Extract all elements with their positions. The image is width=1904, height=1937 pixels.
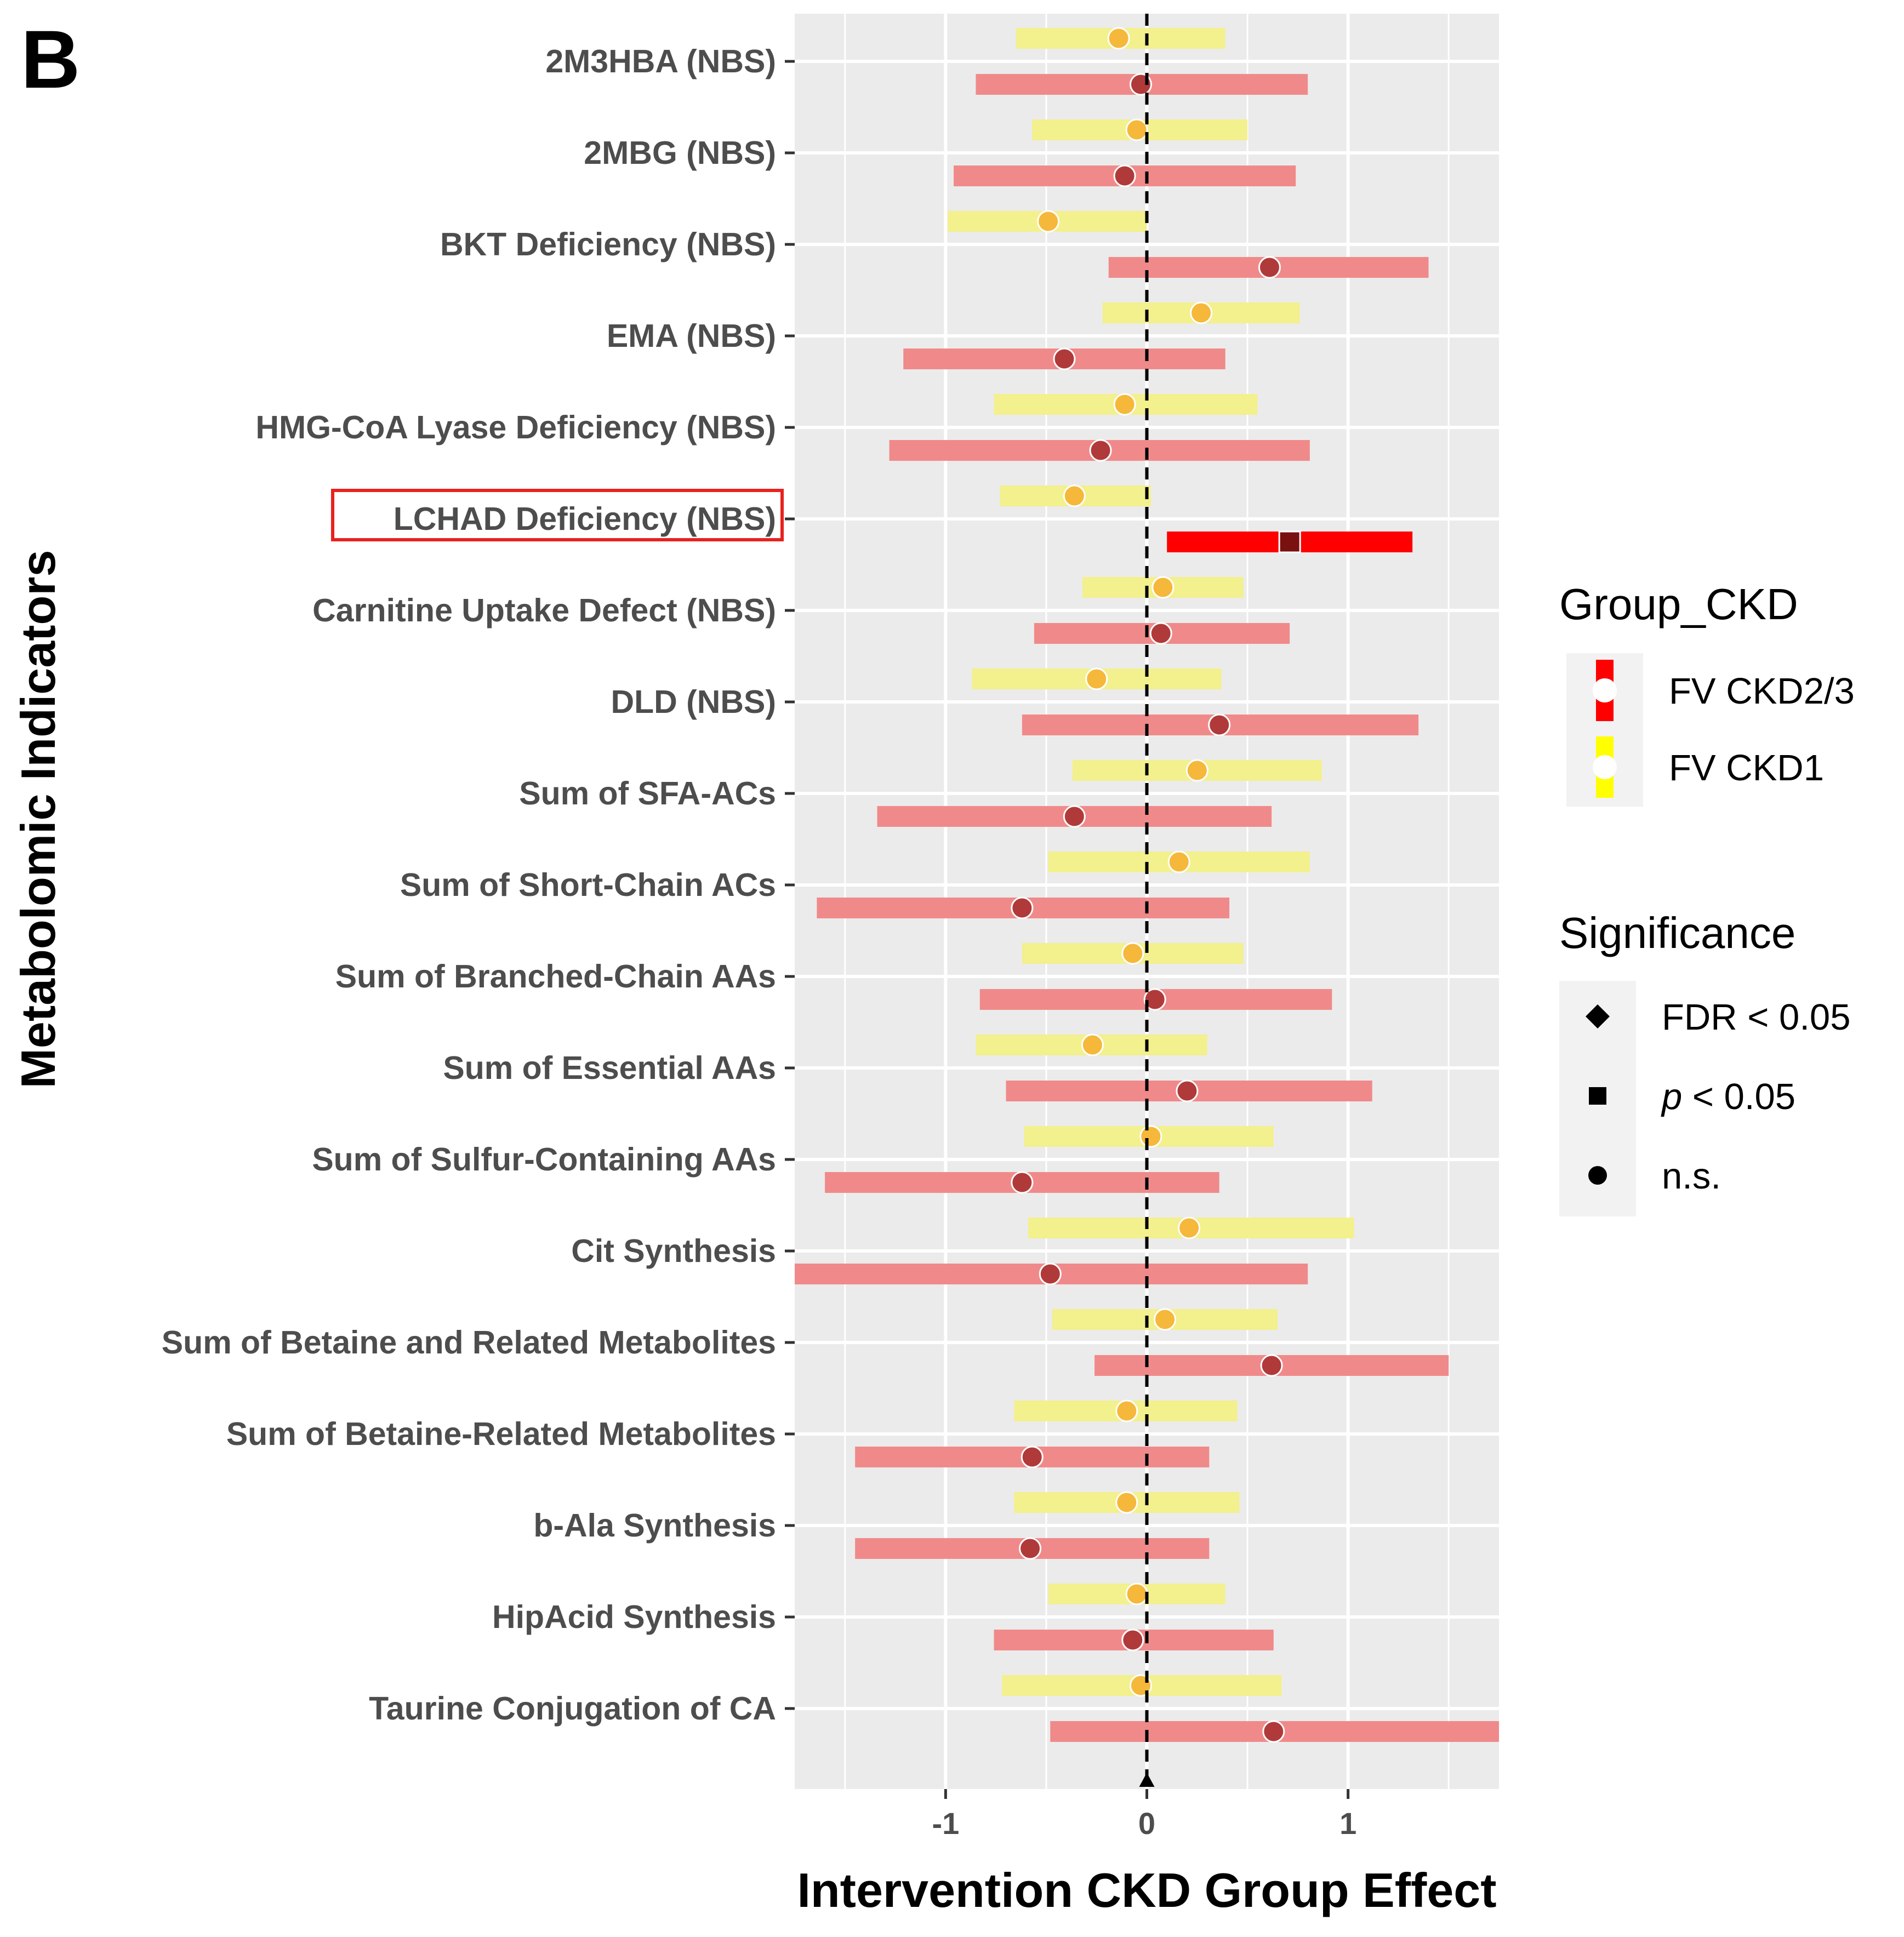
legend-label: FV CKD2/3 [1669, 671, 1855, 712]
y-tick-label: Sum of Essential AAs [443, 1050, 776, 1086]
diamond-icon [1586, 1004, 1610, 1029]
legend-label: FDR < 0.05 [1662, 997, 1850, 1038]
point-estimate [1021, 1445, 1044, 1469]
legend-entry: FDR < 0.05 [1586, 997, 1850, 1038]
y-tick-label: 2M3HBA (NBS) [545, 43, 776, 79]
point-estimate [1190, 301, 1213, 324]
x-axis: -1 0 1 [932, 1789, 1356, 1841]
y-tick-label: Sum of Short-Chain ACs [400, 867, 776, 903]
point-estimate [1139, 1125, 1162, 1148]
point-estimate [1260, 1354, 1283, 1377]
point-estimate [1081, 1033, 1104, 1056]
point-estimate [1019, 1537, 1042, 1560]
y-tick-label: Carnitine Uptake Defect (NBS) [312, 592, 776, 628]
y-tick-label: DLD (NBS) [611, 684, 776, 720]
point-estimate [1121, 1629, 1144, 1652]
series-ckd23 [795, 73, 1499, 1743]
point-estimate [1063, 484, 1086, 507]
y-tick-label: Cit Synthesis [571, 1233, 776, 1269]
point-estimate [1154, 1308, 1177, 1331]
point-estimate [1125, 1582, 1148, 1605]
panel-label: B [21, 13, 80, 105]
highlight-box [331, 489, 784, 541]
legend-label: FV CKD1 [1669, 747, 1824, 788]
point-estimate [1063, 805, 1086, 828]
point-estimate [1037, 210, 1060, 233]
x-tick-label: 0 [1138, 1806, 1155, 1841]
legend-label: n.s. [1662, 1156, 1721, 1197]
point-estimate [1107, 27, 1130, 50]
point-estimate [1258, 256, 1281, 279]
point-estimate [1278, 530, 1301, 553]
point-estimate [1149, 622, 1172, 645]
point-estimate [1115, 1399, 1138, 1422]
y-tick-label: HipAcid Synthesis [492, 1599, 776, 1635]
point-estimate [1039, 1262, 1062, 1285]
x-tick-label: -1 [932, 1806, 959, 1841]
point-estimate [1151, 576, 1175, 599]
y-tick-label-highlighted: LCHAD Deficiency (NBS) [394, 501, 776, 537]
point-estimate [1085, 667, 1108, 690]
y-axis-title: Metabolomic Indicators [11, 550, 65, 1089]
legend-swatch-point [1593, 755, 1617, 779]
point-estimate [1115, 1491, 1138, 1514]
legend-title: Significance [1559, 908, 1795, 957]
y-tick-label: Taurine Conjugation of CA [369, 1690, 776, 1727]
y-tick-label: Sum of Betaine and Related Metabolites [162, 1324, 776, 1361]
y-tick-label: Sum of Betaine-Related Metabolites [226, 1416, 776, 1452]
y-tick-label: 2MBG (NBS) [584, 135, 776, 171]
circle-icon [1588, 1166, 1607, 1185]
legend-entry: FV CKD2/3 [1593, 660, 1855, 721]
point-estimate [1208, 713, 1231, 736]
point-estimate [1113, 393, 1136, 416]
legend-group-significance: Significance FDR < 0.05 p < 0.05 n.s. [1559, 908, 1850, 1216]
y-tick-label: b-Ala Synthesis [533, 1507, 776, 1544]
y-tick-label: HMG-CoA Lyase Deficiency (NBS) [255, 409, 776, 445]
point-estimate [1176, 1079, 1199, 1102]
reference-arrow [1139, 1773, 1155, 1787]
x-tick-label: 1 [1339, 1806, 1356, 1841]
point-estimate [1125, 118, 1148, 141]
point-estimate [1113, 164, 1136, 187]
x-axis-title: Intervention CKD Group Effect [797, 1863, 1496, 1917]
point-estimate [1011, 1171, 1034, 1194]
y-tick-label: EMA (NBS) [607, 318, 776, 354]
point-estimate [1167, 850, 1190, 873]
y-tick-label: BKT Deficiency (NBS) [440, 226, 776, 262]
legend-entry: p < 0.05 [1589, 1076, 1795, 1117]
legend-group-ckd: Group_CKD FV CKD2/3 FV CKD1 [1559, 580, 1855, 807]
point-estimate [1178, 1216, 1201, 1239]
legend-label: p < 0.05 [1661, 1076, 1795, 1117]
y-tick-label: Sum of Sulfur-Containing AAs [312, 1141, 776, 1178]
point-estimate [1143, 988, 1166, 1011]
series-ckd1 [948, 27, 1354, 1697]
point-estimate [1262, 1720, 1285, 1743]
legend-entry: FV CKD1 [1593, 736, 1824, 798]
point-estimate [1053, 347, 1076, 370]
point-estimate [1089, 439, 1112, 462]
legend-swatch-point [1593, 678, 1617, 702]
square-icon [1589, 1087, 1606, 1105]
y-tick-label: Sum of Branched-Chain AAs [335, 958, 776, 995]
y-axis: 2M3HBA (NBS) 2MBG (NBS) BKT Deficiency (NB… [162, 43, 795, 1727]
legend-title: Group_CKD [1559, 580, 1798, 628]
point-estimate [1011, 896, 1034, 919]
point-estimate [1185, 759, 1208, 782]
point-estimate [1121, 942, 1144, 965]
legend-entry: n.s. [1588, 1156, 1721, 1197]
y-tick-label: Sum of SFA-ACs [519, 775, 776, 812]
